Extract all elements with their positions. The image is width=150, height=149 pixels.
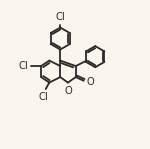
Text: Cl: Cl <box>18 61 28 71</box>
Text: Cl: Cl <box>55 13 65 22</box>
Text: Cl: Cl <box>39 92 48 103</box>
Text: O: O <box>86 77 94 87</box>
Text: O: O <box>65 86 72 96</box>
